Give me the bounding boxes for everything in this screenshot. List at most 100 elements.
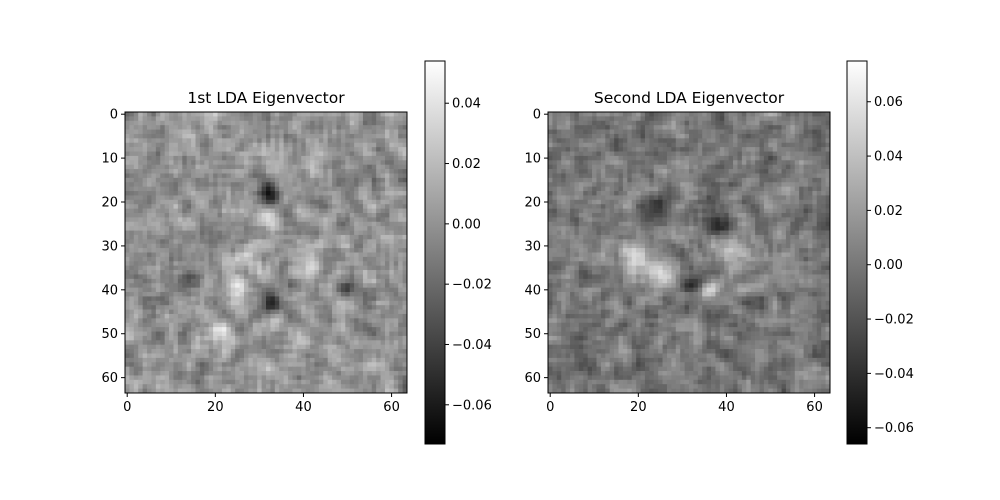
heatmap-cell	[376, 252, 381, 258]
heatmap-cell	[332, 318, 337, 324]
heatmap-cell	[186, 318, 192, 324]
heatmap-cell	[305, 274, 311, 280]
heatmap-cell	[371, 349, 377, 354]
heatmap-cell	[349, 270, 355, 275]
heatmap-cell	[777, 125, 782, 130]
heatmap-cell	[367, 248, 373, 253]
heatmap-cell	[226, 120, 232, 126]
heatmap-cell	[332, 125, 337, 130]
heatmap-cell	[614, 160, 619, 166]
heatmap-cell	[402, 129, 408, 135]
heatmap-cell	[274, 230, 280, 236]
heatmap-cell	[362, 292, 368, 297]
heatmap-cell	[133, 208, 139, 214]
heatmap-cell	[248, 195, 254, 201]
heatmap-cell	[296, 362, 302, 368]
heatmap-cell	[666, 125, 672, 130]
heatmap-cell	[402, 142, 408, 148]
heatmap-cell	[164, 252, 170, 258]
heatmap-cell	[821, 164, 826, 170]
heatmap-cell	[358, 243, 364, 249]
heatmap-cell	[336, 278, 342, 284]
heatmap-cell	[257, 362, 262, 368]
heatmap-cell	[191, 256, 196, 262]
heatmap-cell	[305, 195, 311, 201]
heatmap-cell	[310, 142, 315, 148]
heatmap-cell	[380, 335, 386, 341]
heatmap-cell	[600, 164, 606, 170]
heatmap-cell	[138, 384, 143, 389]
heatmap-cell	[305, 151, 311, 157]
heatmap-cell	[336, 331, 342, 337]
heatmap-cell	[288, 357, 293, 363]
heatmap-cell	[133, 212, 139, 218]
heatmap-cell	[380, 112, 386, 117]
heatmap-cell	[358, 230, 364, 236]
heatmap-cell	[384, 375, 390, 381]
heatmap-cell	[199, 313, 205, 319]
heatmap-cell	[283, 112, 289, 117]
heatmap-cell	[270, 375, 276, 381]
heatmap-cell	[292, 265, 298, 271]
heatmap-cell	[332, 287, 337, 293]
heatmap-cell	[235, 357, 240, 363]
heatmap-cell	[402, 256, 408, 262]
heatmap-cell	[213, 300, 218, 306]
heatmap-cell	[230, 199, 236, 205]
heatmap-cell	[208, 182, 214, 187]
heatmap-cell	[204, 357, 210, 363]
heatmap-cell	[279, 173, 284, 179]
heatmap-cell	[693, 164, 699, 170]
heatmap-cell	[332, 283, 337, 288]
heatmap-cell	[155, 169, 161, 174]
heatmap-cell	[622, 151, 628, 157]
heatmap-cell	[204, 362, 210, 368]
heatmap-cell	[173, 309, 179, 315]
heatmap-cell	[186, 125, 192, 130]
heatmap-cell	[332, 309, 337, 315]
heatmap-cell	[345, 349, 351, 354]
heatmap-cell	[389, 212, 395, 218]
heatmap-cell	[794, 164, 800, 170]
heatmap-cell	[666, 129, 672, 135]
heatmap-cell	[371, 212, 377, 218]
heatmap-cell	[270, 362, 276, 368]
heatmap-cell	[371, 371, 377, 376]
heatmap-cell	[755, 138, 760, 144]
heatmap-cell	[354, 357, 359, 363]
heatmap-cell	[235, 125, 240, 130]
heatmap-cell	[349, 256, 355, 262]
heatmap-cell	[204, 265, 210, 271]
heatmap-cell	[235, 388, 240, 394]
heatmap-cell	[274, 362, 280, 368]
heatmap-cell	[252, 191, 258, 196]
heatmap-cell	[186, 384, 192, 389]
heatmap-cell	[155, 265, 161, 271]
heatmap-cell	[640, 164, 646, 170]
heatmap-cell	[327, 221, 333, 227]
heatmap-cell	[292, 335, 298, 341]
heatmap-cell	[147, 221, 152, 227]
heatmap-cell	[358, 252, 364, 258]
heatmap-cell	[217, 340, 223, 346]
heatmap-cell	[605, 160, 611, 166]
heatmap-cell	[155, 212, 161, 218]
heatmap-cell	[393, 300, 399, 306]
heatmap-cell	[785, 116, 791, 122]
heatmap-cell	[129, 217, 135, 223]
heatmap-cell	[261, 230, 267, 236]
heatmap-cell	[257, 270, 262, 275]
heatmap-cell	[230, 278, 236, 284]
heatmap-cell	[393, 309, 399, 315]
heatmap-cell	[142, 129, 148, 135]
heatmap-cell	[270, 164, 276, 170]
heatmap-cell	[151, 116, 157, 122]
heatmap-cell	[340, 252, 346, 258]
heatmap-cell	[340, 366, 346, 372]
heatmap-cell	[191, 292, 196, 297]
heatmap-cell	[283, 243, 289, 249]
heatmap-cell	[332, 147, 337, 152]
heatmap-cell	[151, 234, 157, 240]
heatmap-cell	[389, 331, 395, 337]
heatmap-cell	[147, 283, 152, 288]
